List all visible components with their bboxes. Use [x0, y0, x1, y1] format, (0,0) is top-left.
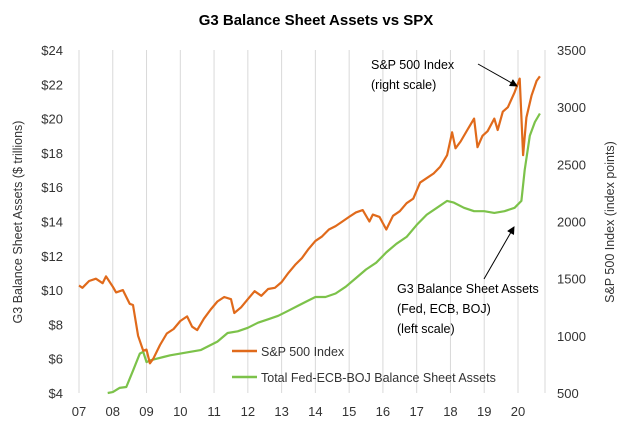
left-axis-label: G3 Balance Sheet Assets ($ trillions): [11, 121, 25, 324]
x-tick-label: 11: [207, 404, 221, 419]
series-layer: [78, 75, 541, 395]
x-tick-label: 16: [376, 404, 390, 419]
left-tick-label: $22: [41, 77, 63, 92]
left-tick-label: $12: [41, 249, 63, 264]
right-tick-label: 3500: [557, 43, 586, 58]
right-tick-label: 3000: [557, 100, 586, 115]
legend-label: S&P 500 Index: [261, 345, 345, 359]
right-tick-label: 1000: [557, 329, 586, 344]
x-tick-label: 19: [477, 404, 491, 419]
legend-label: Total Fed-ECB-BOJ Balance Sheet Assets: [261, 371, 496, 385]
right-tick-label: 500: [557, 386, 579, 401]
x-tick-label: 14: [308, 404, 322, 419]
x-tick-label: 17: [409, 404, 423, 419]
right-axis-ticks: 500 1000 1500 2000 2500 3000 3500: [557, 43, 586, 401]
right-tick-label: 2500: [557, 157, 586, 172]
left-tick-label: $20: [41, 112, 63, 127]
x-axis-ticks: 07 08 09 10 11 12 13 14 15 16 17 18 19 20: [72, 404, 525, 419]
x-tick-label: 20: [511, 404, 525, 419]
x-tick-label: 13: [274, 404, 288, 419]
x-tick-label: 10: [173, 404, 187, 419]
annotation-g3-line: (Fed, ECB, BOJ): [397, 302, 491, 316]
chart-title: G3 Balance Sheet Assets vs SPX: [199, 12, 434, 29]
annotation-sp500-line: S&P 500 Index: [371, 58, 455, 72]
x-tick-label: 09: [139, 404, 153, 419]
annotation-sp500-line: (right scale): [371, 78, 436, 92]
x-tick-label: 15: [342, 404, 356, 419]
right-axis-label: S&P 500 Index (index points): [603, 141, 617, 303]
x-tick-label: 12: [241, 404, 255, 419]
left-tick-label: $24: [41, 43, 63, 58]
x-tick-label: 07: [72, 404, 86, 419]
right-tick-label: 2000: [557, 215, 586, 230]
grid: [78, 50, 546, 393]
left-axis-ticks: $4 $6 $8 $10 $12 $14 $16 $18 $20 $22 $24: [41, 43, 63, 401]
left-tick-label: $10: [41, 283, 63, 298]
left-tick-label: $16: [41, 180, 63, 195]
x-tick-label: 08: [106, 404, 120, 419]
annotation-g3-line: G3 Balance Sheet Assets: [397, 282, 539, 296]
series-line-sp500: [78, 75, 541, 365]
left-tick-label: $8: [49, 317, 63, 332]
left-tick-label: $18: [41, 146, 63, 161]
annotation-arrow-sp500: [477, 63, 518, 87]
left-tick-label: $14: [41, 215, 63, 230]
annotations: S&P 500 Index (right scale) G3 Balance She…: [371, 58, 539, 336]
annotation-arrow-g3: [483, 226, 515, 280]
left-tick-label: $6: [49, 352, 63, 367]
left-tick-label: $4: [49, 386, 63, 401]
annotation-g3-line: (left scale): [397, 322, 455, 336]
x-tick-label: 18: [443, 404, 457, 419]
right-tick-label: 1500: [557, 272, 586, 287]
legend: S&P 500 Index Total Fed-ECB-BOJ Balance S…: [232, 345, 496, 385]
